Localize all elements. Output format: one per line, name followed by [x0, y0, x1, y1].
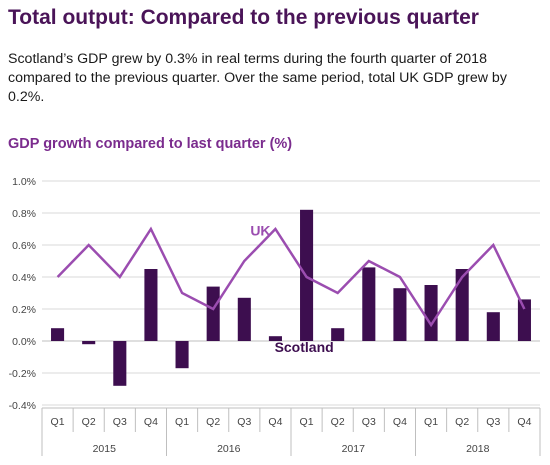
y-tick-label: -0.2%	[9, 368, 36, 380]
y-tick-label: 0.4%	[12, 272, 36, 284]
bar-scotland	[517, 299, 531, 341]
bar-scotland	[237, 297, 251, 341]
bar-scotland	[268, 336, 282, 341]
bar-scotland	[455, 269, 469, 341]
y-tick-label: 0.2%	[12, 304, 36, 316]
bar-scotland	[331, 328, 345, 341]
bar-scotland	[424, 285, 438, 341]
x-group-label: 2016	[217, 443, 241, 455]
x-tick-label: Q3	[237, 416, 251, 428]
bar-scotland	[51, 328, 65, 341]
y-tick-label: 0.8%	[12, 208, 36, 220]
x-tick-label: Q2	[331, 416, 345, 428]
series-label-scotland: Scotland	[275, 339, 334, 355]
chart-title: GDP growth compared to last quarter (%)	[8, 136, 293, 152]
x-tick-label: Q3	[486, 416, 500, 428]
line-uk	[56, 226, 526, 328]
x-tick-label: Q2	[455, 416, 469, 428]
x-tick-label: Q1	[175, 416, 189, 428]
x-tick-label: Q2	[206, 416, 220, 428]
x-tick-label: Q4	[144, 416, 158, 428]
bar-scotland	[362, 267, 376, 341]
y-tick-label: -0.4%	[9, 400, 36, 412]
bar-scotland	[206, 286, 220, 341]
bar-scotland	[486, 312, 500, 341]
bar-scotland	[175, 341, 189, 369]
page-title: Total output: Compared to the previous q…	[8, 6, 479, 29]
x-tick-label: Q4	[268, 416, 282, 428]
x-tick-label: Q1	[300, 416, 314, 428]
x-tick-label: Q4	[517, 416, 531, 428]
x-group-label: 2017	[342, 443, 366, 455]
bar-scotland	[393, 288, 407, 341]
series-label-uk: UK	[250, 222, 270, 238]
x-tick-label: Q1	[424, 416, 438, 428]
gdp-growth-chart: -0.4% -0.2% 0.0% 0.2% 0.4% 0.6% 0.8% 1.0% UK Scot…	[9, 176, 541, 456]
y-tick-label: 0.6%	[12, 240, 36, 252]
y-tick-label: 0.0%	[12, 336, 36, 348]
x-tick-label: Q2	[82, 416, 96, 428]
y-tick-label: 1.0%	[12, 176, 36, 188]
x-tick-label: Q4	[393, 416, 407, 428]
bar-scotland	[113, 341, 127, 386]
x-tick-label: Q3	[362, 416, 376, 428]
summary-text: Scotland’s GDP grew by 0.3% in real term…	[8, 51, 507, 105]
bar-scotland	[82, 341, 96, 345]
x-tick-label: Q1	[51, 416, 65, 428]
bar-scotland	[144, 269, 158, 341]
x-group-label: 2015	[93, 443, 117, 455]
x-tick-label: Q3	[113, 416, 127, 428]
x-group-label: 2018	[466, 443, 490, 455]
